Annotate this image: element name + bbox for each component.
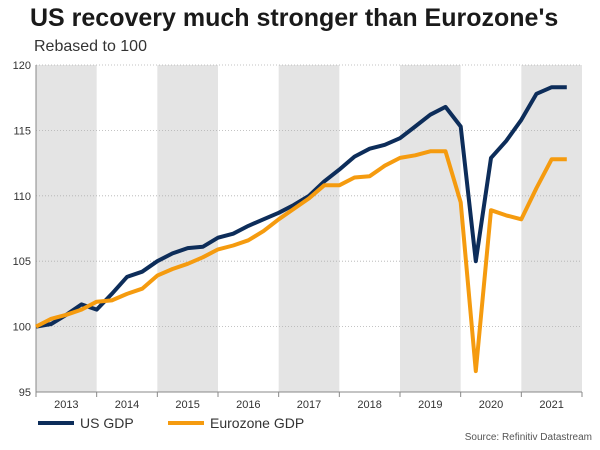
y-tick-label: 95 <box>19 387 31 399</box>
y-tick-label: 100 <box>13 322 31 334</box>
year-band <box>400 65 461 392</box>
x-tick-label: 2015 <box>175 399 199 411</box>
y-axis: 95 100 105 110 115 120 <box>13 60 37 399</box>
legend-label: US GDP <box>80 415 134 431</box>
chart-subtitle: Rebased to 100 <box>34 38 147 55</box>
year-band <box>278 65 340 392</box>
year-band <box>36 65 97 392</box>
x-axis: 2013 2014 2015 2016 2017 2018 2019 2020 2021 <box>35 391 583 411</box>
x-tick-label: 2018 <box>357 399 381 411</box>
year-band <box>521 65 582 392</box>
x-tick-label: 2013 <box>54 399 78 411</box>
y-tick-label: 110 <box>13 191 31 203</box>
y-tick-label: 105 <box>13 256 31 268</box>
legend-label: Eurozone GDP <box>210 415 304 431</box>
x-tick-label: 2016 <box>236 399 260 411</box>
year-bands <box>36 65 582 392</box>
chart-title: US recovery much stronger than Eurozone'… <box>30 4 559 32</box>
legend: US GDP Eurozone GDP <box>38 415 304 431</box>
x-tick-label: 2021 <box>539 399 563 411</box>
series-line-eurozone-gdp <box>35 149 567 374</box>
x-tick-label: 2019 <box>418 399 442 411</box>
y-tick-label: 120 <box>13 60 31 72</box>
series-line-us-gdp <box>35 85 567 329</box>
year-band <box>157 65 218 392</box>
x-tick-label: 2017 <box>297 399 321 411</box>
x-tick-label: 2014 <box>115 399 139 411</box>
series-lines <box>35 85 567 374</box>
x-tick-label: 2020 <box>479 399 503 411</box>
y-tick-label: 115 <box>13 125 31 137</box>
source-note: Source: Refinitiv Datastream <box>464 432 592 443</box>
